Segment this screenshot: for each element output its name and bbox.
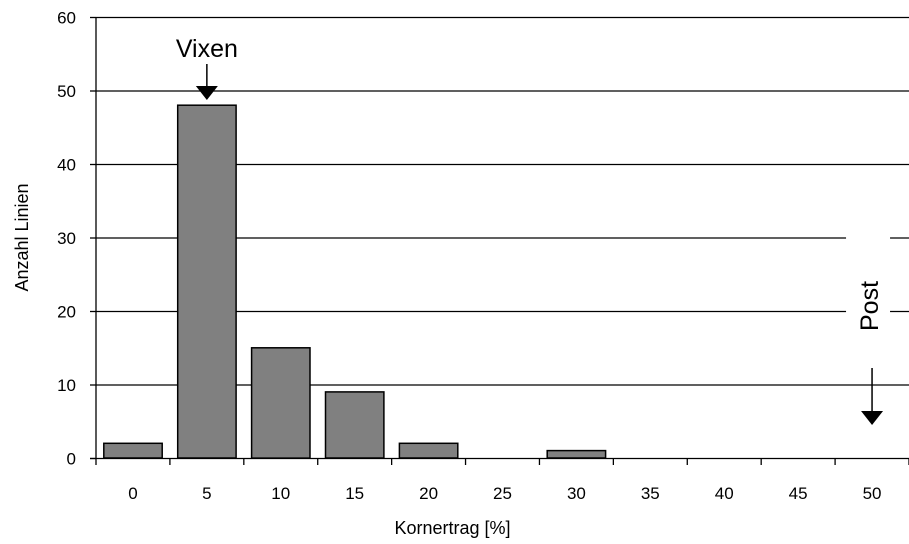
x-axis-title: Kornertrag [%]	[394, 518, 510, 538]
annotation-label-post: Post	[856, 281, 884, 331]
x-tick-label-30: 30	[567, 484, 586, 503]
bar-10	[250, 347, 311, 459]
y-tick-label-30: 30	[57, 229, 76, 248]
annotation-backdrop-post	[846, 230, 891, 345]
x-tick-label-15: 15	[345, 484, 364, 503]
x-tick-label-20: 20	[419, 484, 438, 503]
x-tick-label-10: 10	[271, 484, 290, 503]
annotation-arrowhead-post	[861, 411, 884, 425]
y-tick-label-10: 10	[57, 376, 76, 395]
bar-20	[398, 442, 459, 459]
y-tick-label-40: 40	[57, 156, 76, 175]
bar-0	[103, 442, 163, 459]
bar-5	[176, 104, 237, 459]
x-tick-label-25: 25	[493, 484, 512, 503]
bar-15	[324, 391, 385, 459]
y-tick-label-60: 60	[57, 9, 76, 28]
annotation-label-vixen: Vixen	[176, 35, 238, 63]
y-tick-label-50: 50	[57, 82, 76, 101]
x-tick-label-5: 5	[202, 484, 211, 503]
x-tick-labels: 0 5 10 15 20 25 30 35 40 45 50	[128, 484, 881, 503]
axes	[90, 16, 909, 465]
annotation-vixen: Vixen	[176, 35, 238, 100]
y-tick-label-20: 20	[57, 303, 76, 322]
x-tick-label-45: 45	[789, 484, 808, 503]
annotation-post: Post	[846, 230, 891, 425]
x-tick-label-0: 0	[128, 484, 137, 503]
y-tick-label-0: 0	[67, 450, 76, 469]
bars	[103, 104, 607, 459]
annotations: Vixen Post	[176, 35, 891, 425]
annotation-arrowhead-vixen	[195, 86, 218, 100]
bar-30	[546, 449, 607, 459]
y-axis-title: Anzahl Linien	[12, 183, 32, 291]
x-tick-label-35: 35	[641, 484, 660, 503]
x-tick-label-40: 40	[715, 484, 734, 503]
x-tick-label-50: 50	[863, 484, 882, 503]
y-tick-labels: 0 10 20 30 40 50 60	[57, 9, 76, 469]
